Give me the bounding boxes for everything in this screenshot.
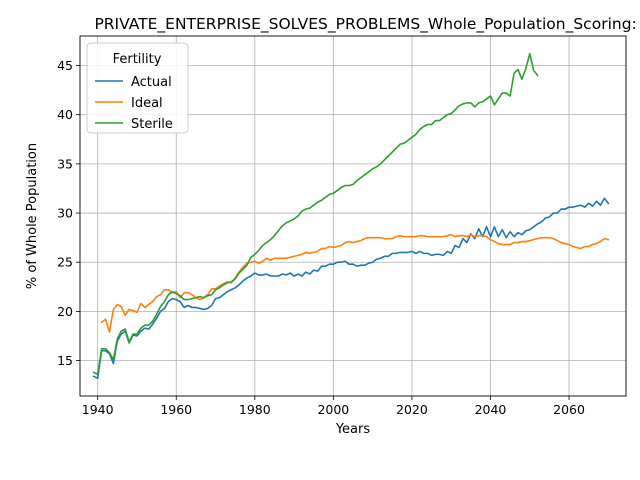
y-tick-label: 30: [57, 206, 73, 221]
series-line-ideal: [100, 233, 610, 333]
y-tick-label: 45: [57, 58, 73, 73]
x-tick-label: 1980: [239, 402, 271, 417]
legend-label-sterile: Sterile: [131, 117, 173, 132]
y-tick-label: 25: [57, 255, 73, 270]
grid: [80, 36, 626, 396]
legend: Fertility Actual Ideal Sterile: [86, 42, 189, 134]
legend-label-ideal: Ideal: [131, 96, 163, 111]
y-tick-label: 40: [57, 107, 73, 122]
series-line-actual: [92, 197, 610, 380]
legend-box: [86, 42, 189, 134]
x-tick-label: 2020: [396, 402, 428, 417]
legend-label-actual: Actual: [131, 75, 172, 90]
series-line-sterile: [92, 52, 539, 376]
chart-title: PRIVATE_ENTERPRISE_SOLVES_PROBLEMS_Whole…: [94, 15, 640, 34]
x-axis-label: Years: [335, 422, 371, 437]
x-tick-label: 1940: [82, 402, 114, 417]
y-tick-label: 15: [57, 353, 73, 368]
series-layer: [92, 52, 610, 380]
x-tick-label: 2000: [317, 402, 349, 417]
y-axis-label: % of Whole Population: [25, 143, 40, 289]
y-tick-label: 35: [57, 156, 73, 171]
plot-frame: [79, 35, 627, 397]
x-tick-label: 2060: [553, 402, 585, 417]
legend-items: Actual Ideal Sterile: [95, 75, 173, 132]
x-tick-label: 1960: [160, 402, 192, 417]
x-tick-label: 2040: [475, 402, 507, 417]
y-tick-label: 20: [57, 304, 73, 319]
axis-ticks: 1940 1960 1980 2000 2020 2040 2060 15 20 25 30 35 40…: [57, 58, 585, 417]
legend-title: Fertility: [113, 52, 162, 67]
